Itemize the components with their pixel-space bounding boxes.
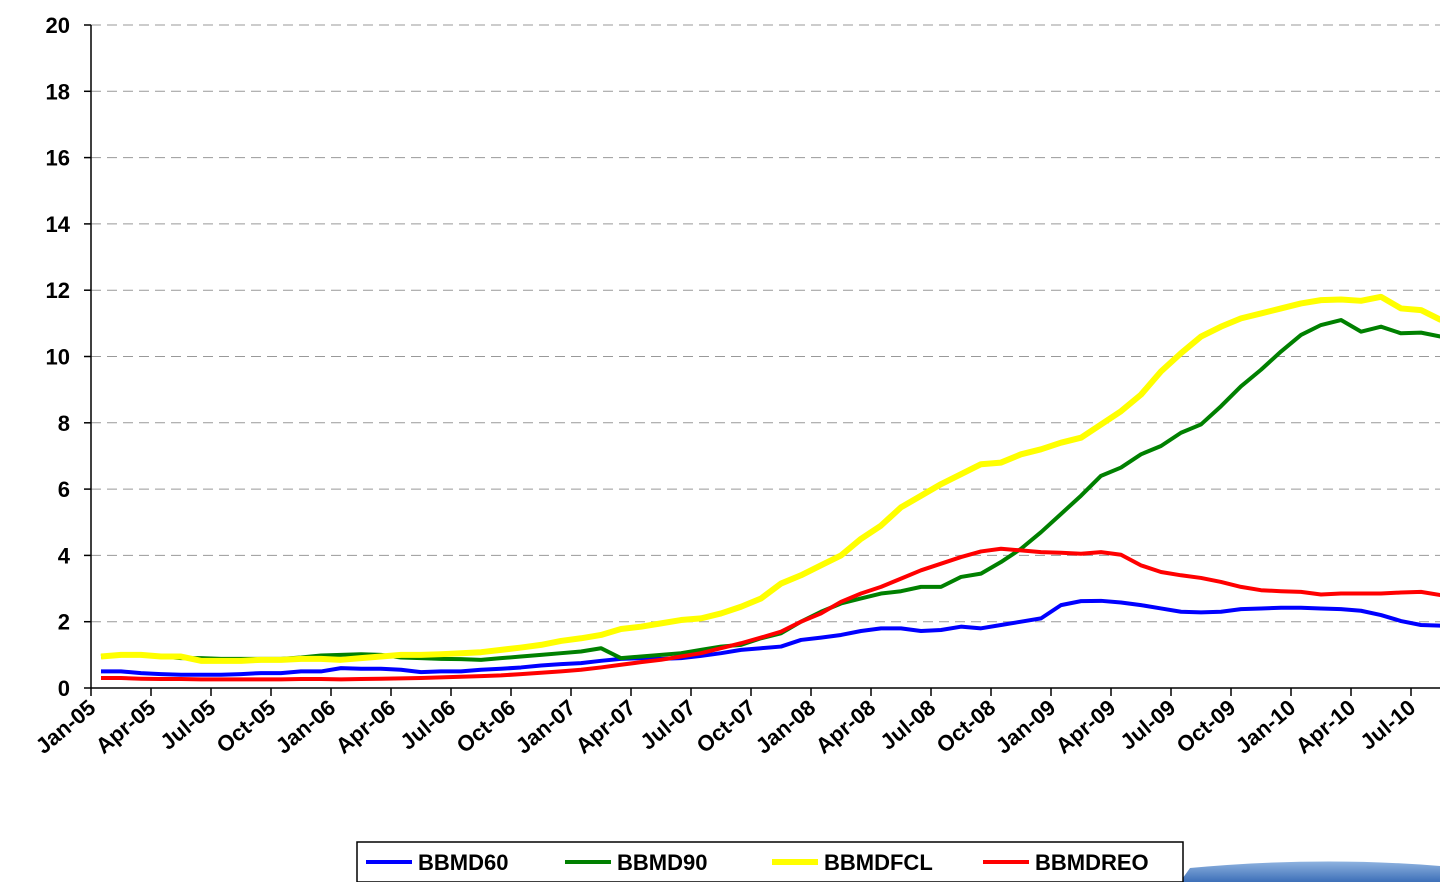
y-tick-label: 16 — [46, 146, 70, 171]
y-tick-label: 8 — [58, 411, 70, 436]
y-tick-label: 10 — [46, 345, 70, 370]
x-tick-label: Apr-07 — [571, 695, 640, 759]
y-tick-label: 2 — [58, 610, 70, 635]
x-tick-label: Jan-08 — [751, 695, 820, 759]
y-tick-label: 4 — [58, 543, 71, 568]
x-tick-label: Jul-07 — [635, 695, 700, 755]
x-tick-label: Jul-08 — [875, 695, 940, 755]
y-tick-label: 0 — [58, 676, 70, 701]
y-tick-label: 18 — [46, 79, 70, 104]
y-tick-label: 14 — [46, 212, 71, 237]
series-line — [101, 598, 1440, 677]
plot — [100, 293, 1440, 682]
x-tick-label: Jul-09 — [1115, 695, 1180, 755]
y-tick-label: 20 — [46, 13, 70, 38]
legend-label: BBMD90 — [617, 850, 707, 875]
y-tick-label: 6 — [58, 477, 70, 502]
x-tick-label: Apr-09 — [1051, 695, 1120, 759]
x-tick-label: Jul-10 — [1355, 695, 1420, 755]
x-tick-label: Apr-05 — [91, 695, 160, 759]
x-tick-label: Oct-08 — [932, 695, 1001, 758]
x-tick-label: Apr-10 — [1291, 695, 1360, 759]
x-tick-label: Jul-06 — [395, 695, 460, 755]
x-tick-label: Oct-07 — [692, 695, 761, 758]
x-tick-label: Oct-06 — [452, 695, 521, 758]
legend-label: BBMDFCL — [824, 850, 933, 875]
series-line — [100, 293, 1440, 664]
grid — [91, 24, 1440, 623]
x-tick-label: Apr-08 — [811, 695, 880, 759]
x-tick-label: Oct-05 — [212, 695, 281, 758]
x-tick-label: Jan-07 — [511, 695, 580, 759]
x-tick-label: Apr-06 — [331, 695, 400, 759]
legend-label: BBMD60 — [418, 850, 508, 875]
x-tick-label: Jan-09 — [991, 695, 1060, 759]
x-tick-label: Oct-09 — [1172, 695, 1241, 758]
legend-items: BBMD60 BBMD90 BBMDFCL BBMDREO — [366, 850, 1149, 875]
legend-label: BBMDREO — [1035, 850, 1149, 875]
x-tick-label: Jan-10 — [1231, 695, 1300, 759]
x-tick-label: Jan-06 — [271, 695, 340, 759]
y-tick-label: 12 — [46, 278, 70, 303]
series-line — [101, 546, 1440, 682]
x-tick-label: Jul-05 — [155, 695, 220, 755]
decoration — [1180, 861, 1440, 882]
x-tick-label: Jan-05 — [31, 695, 100, 759]
